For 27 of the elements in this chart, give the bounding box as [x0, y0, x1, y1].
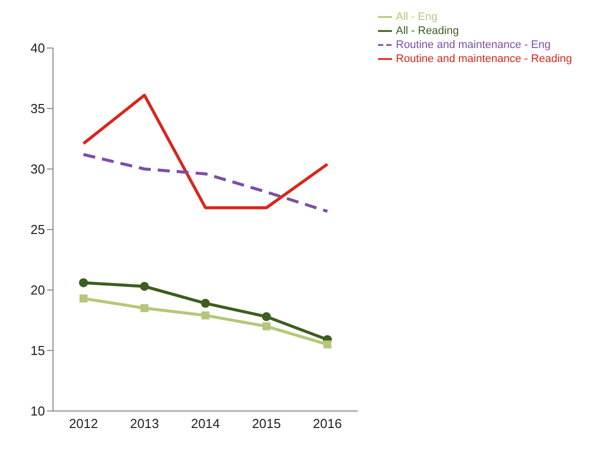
point — [140, 282, 149, 291]
point — [200, 298, 210, 308]
y-tick-label: 10 — [30, 404, 45, 419]
legend-label: Routine and maintenance - Eng — [396, 38, 551, 51]
line-series — [82, 152, 329, 213]
y-tick-label: 15 — [30, 343, 45, 358]
point — [78, 278, 88, 288]
x-tick-label: 2016 — [312, 416, 342, 432]
point — [262, 322, 270, 330]
x-tick-label: 2012 — [69, 416, 98, 432]
x-tick-label: 2015 — [252, 416, 281, 432]
x-tick-label: 2014 — [190, 416, 220, 432]
point — [140, 304, 148, 312]
legend-label: Routine and maintenance - Reading — [396, 52, 572, 65]
y-tick-label: 35 — [30, 101, 45, 116]
point — [323, 340, 332, 348]
y-tick-label: 40 — [30, 40, 45, 56]
point — [201, 311, 210, 320]
legend-label: All - Eng — [396, 10, 438, 23]
point — [79, 294, 88, 302]
y-tick-label: 25 — [30, 222, 45, 238]
y-tick-label: 20 — [30, 282, 45, 298]
legend-label: All - Reading — [396, 24, 459, 37]
y-tick-label: 30 — [30, 162, 45, 177]
point — [262, 312, 271, 322]
x-tick-label: 2013 — [130, 416, 159, 432]
line-series — [82, 94, 329, 210]
